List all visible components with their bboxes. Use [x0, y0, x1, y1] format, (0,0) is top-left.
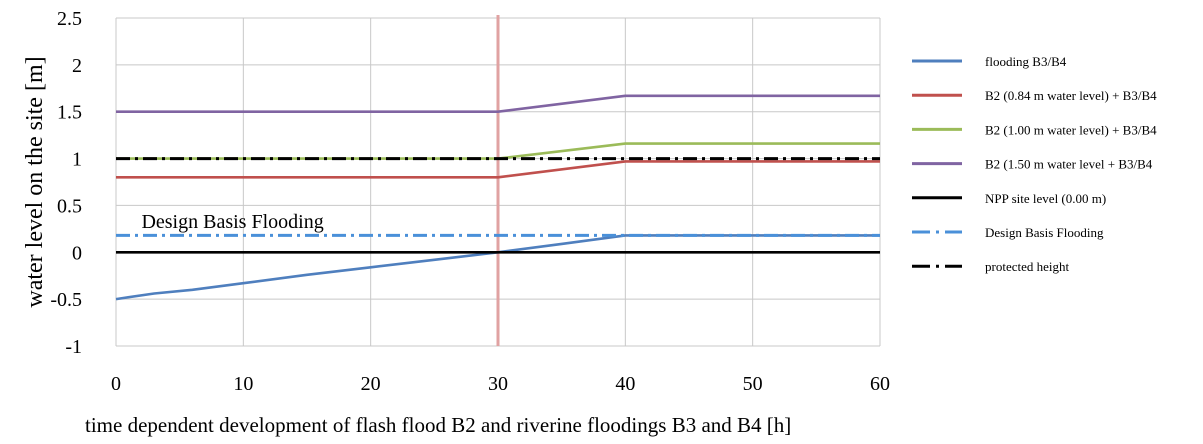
legend-label-3: B2 (1.50 m water level + B3/B4: [985, 157, 1153, 172]
y-tick-label-2: 0: [72, 242, 82, 264]
legend-label-4: NPP site level (0.00 m): [985, 191, 1106, 206]
y-tick-label-3: 0.5: [57, 195, 82, 217]
legend-label-1: B2 (0.84 m water level) + B3/B4: [985, 88, 1157, 103]
x-tick-label-5: 50: [743, 373, 763, 395]
x-tick-label-1: 10: [233, 373, 253, 395]
x-tick-label-6: 60: [870, 373, 890, 395]
y-axis-label: water level on the site [m]: [22, 56, 48, 307]
series-line-0: [115, 234, 880, 301]
series-line-1: [116, 160, 880, 179]
y-tick-label-6: 2: [72, 55, 82, 77]
legend-label-5: Design Basis Flooding: [985, 225, 1104, 240]
series-group: [115, 94, 880, 301]
legend-label-6: protected height: [985, 259, 1069, 274]
x-tick-label-0: 0: [111, 373, 121, 395]
y-tick-label-1: -0.5: [50, 289, 82, 311]
legend-label-2: B2 (1.00 m water level) + B3/B4: [985, 122, 1157, 137]
y-tick-label-7: 2.5: [57, 8, 82, 30]
x-tick-label-2: 20: [361, 373, 381, 395]
annotation-text-0: Design Basis Flooding: [141, 211, 323, 233]
y-tick-label-0: -1: [65, 336, 82, 358]
legend-label-0: flooding B3/B4: [985, 54, 1067, 69]
series-line-3: [116, 94, 880, 113]
x-tick-label-4: 40: [615, 373, 635, 395]
y-tick-label-5: 1.5: [57, 102, 82, 124]
y-tick-label-4: 1: [72, 149, 82, 171]
legend: flooding B3/B4 B2 (0.84 m water level) + …: [912, 54, 1157, 274]
tick-labels: 0 10 20 30 40 50 60 -1 -0.5 0 0.5 1 1.5 2 2.5: [50, 8, 890, 395]
x-axis-label: time dependent development of flash floo…: [85, 413, 791, 437]
x-tick-label-3: 30: [488, 373, 508, 395]
annotations: Design Basis Flooding: [141, 211, 323, 233]
